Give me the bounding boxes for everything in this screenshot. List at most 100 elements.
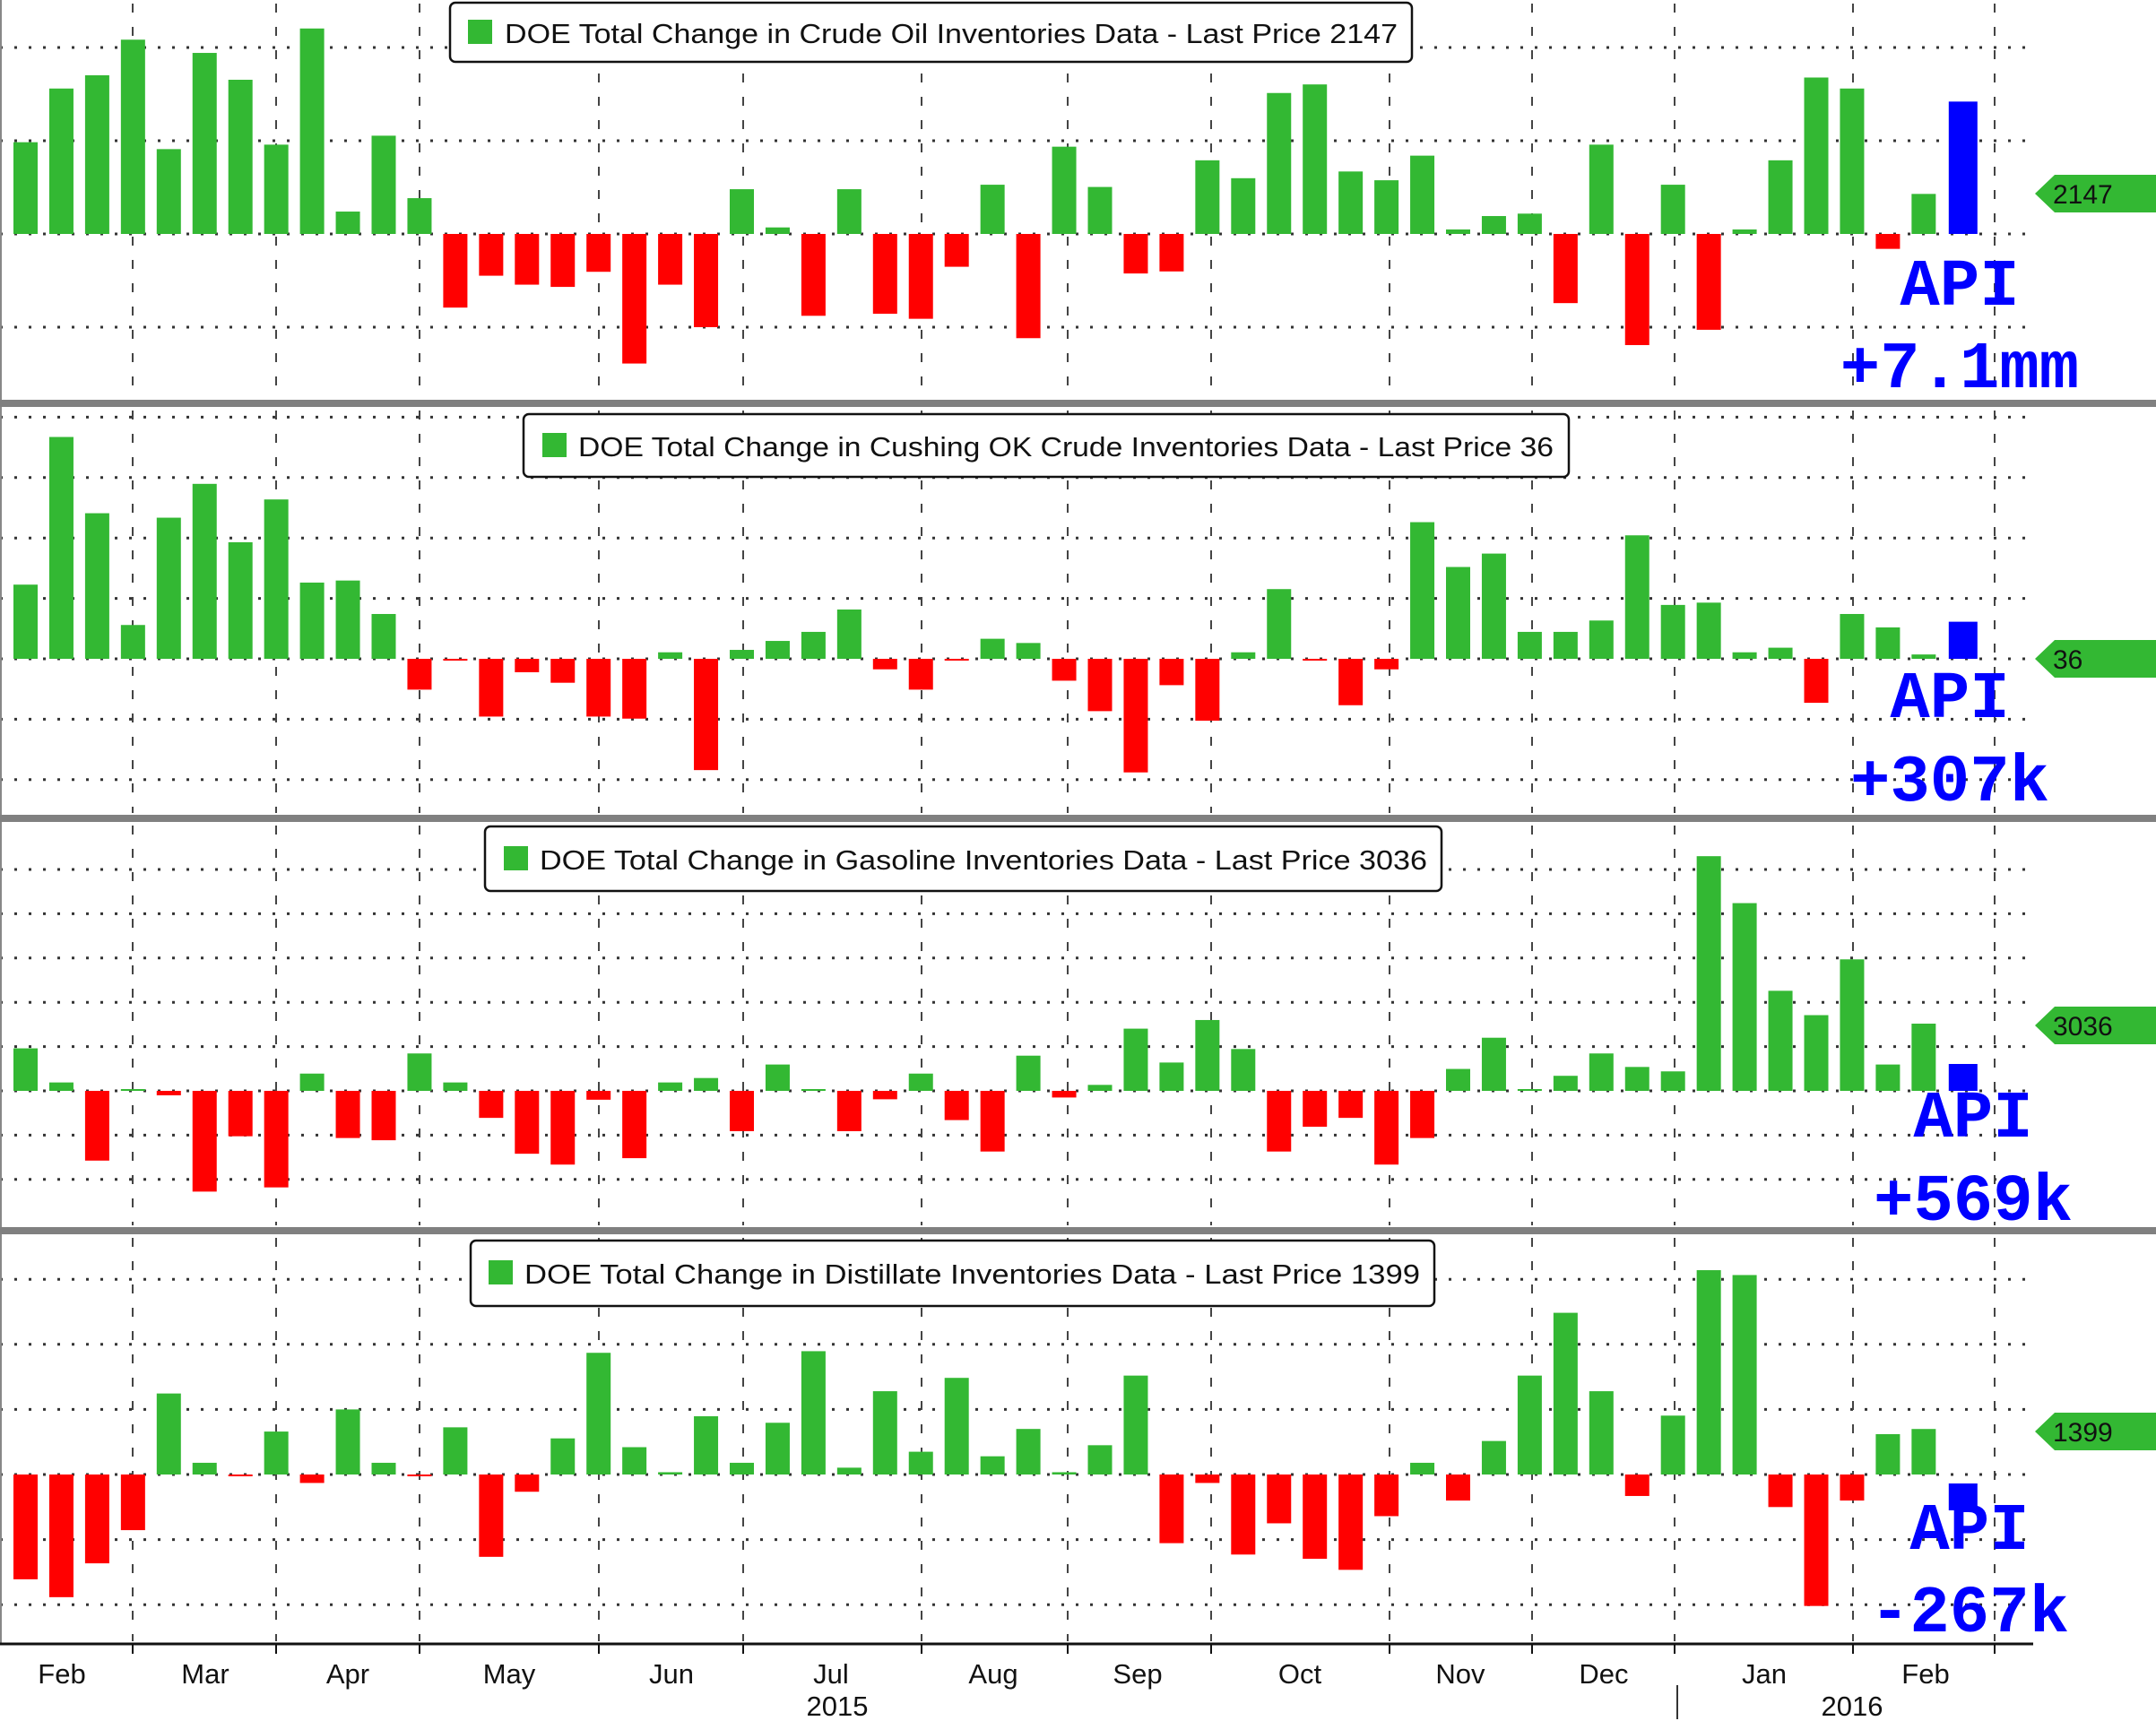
last-price-tag-cushing: 36	[2035, 640, 2156, 678]
api-label: API	[1890, 662, 2009, 738]
bar-distillate-13	[443, 1427, 468, 1475]
x-tick-label-nov: Nov	[1435, 1658, 1485, 1690]
bar-distillate-14	[479, 1475, 504, 1557]
legend-gasoline: DOE Total Change in Gasoline Inventories…	[483, 825, 1443, 893]
bar-crude-21	[730, 189, 754, 234]
bar-gasoline-25	[872, 1091, 897, 1100]
panel-separator	[0, 815, 2156, 822]
bar-cushing-7	[228, 541, 253, 659]
last-price-value: 3036	[2053, 1012, 2113, 1042]
bar-distillate-38	[1338, 1475, 1364, 1570]
bar-gasoline-51	[1804, 1015, 1829, 1091]
bar-gasoline-13	[443, 1082, 468, 1091]
x-tick-label-feb: Feb	[38, 1658, 85, 1690]
bar-gasoline-46	[1624, 1067, 1649, 1091]
bar-distillate-30	[1052, 1472, 1077, 1475]
bar-cushing-6	[192, 483, 217, 659]
api-annotation-distillate: API -267k	[1870, 1494, 2069, 1652]
last-price-tag-distillate: 1399	[2035, 1413, 2156, 1450]
bar-crude-20	[694, 234, 719, 327]
bar-distillate-3	[84, 1475, 109, 1564]
bar-cushing-12	[407, 659, 432, 690]
bar-cushing-9	[299, 582, 325, 659]
bar-gasoline-19	[658, 1082, 683, 1091]
bar-distillate-6	[192, 1462, 217, 1475]
bar-crude-52	[1840, 88, 1865, 234]
bar-crude-31	[1087, 186, 1113, 234]
bar-distillate-31	[1087, 1445, 1113, 1475]
bar-cushing-13	[443, 659, 468, 661]
bar-crude-16	[550, 234, 576, 288]
bar-cushing-29	[1016, 643, 1041, 659]
bar-crude-3	[84, 74, 109, 234]
bar-cushing-1	[13, 584, 38, 659]
bar-crude-19	[658, 234, 683, 285]
bar-gasoline-3	[84, 1091, 109, 1161]
bar-crude-41	[1446, 229, 1470, 234]
bar-crude-4	[120, 39, 145, 234]
api-label: API	[1913, 1082, 2032, 1157]
bar-distillate-18	[622, 1447, 647, 1475]
bar-crude-40	[1410, 155, 1435, 234]
bar-cushing-26	[908, 659, 933, 690]
bar-crude-6	[192, 53, 217, 235]
bar-distillate-23	[801, 1351, 826, 1475]
bar-distillate-26	[908, 1451, 933, 1475]
bar-crude-11	[371, 135, 396, 234]
bar-cushing-42	[1481, 553, 1506, 659]
bar-cushing-33	[1159, 659, 1184, 686]
api-bar-gasoline	[1948, 1064, 1978, 1091]
bar-gasoline-40	[1410, 1091, 1435, 1138]
bar-distillate-36	[1267, 1475, 1292, 1524]
bar-gasoline-6	[192, 1091, 217, 1192]
bar-cushing-40	[1410, 522, 1435, 659]
bar-gasoline-38	[1338, 1091, 1364, 1119]
bar-distillate-46	[1624, 1475, 1649, 1496]
x-tick-label-jun: Jun	[649, 1658, 694, 1690]
bar-crude-12	[407, 198, 432, 234]
bar-distillate-11	[371, 1462, 396, 1475]
bar-distillate-5	[156, 1393, 181, 1475]
bar-gasoline-50	[1768, 990, 1793, 1091]
api-label: API	[1909, 1494, 2029, 1570]
bar-crude-28	[980, 185, 1005, 234]
bar-cushing-17	[586, 659, 611, 717]
bar-distillate-24	[836, 1467, 862, 1475]
api-annotation-crude: API +7.1mm	[1840, 250, 2079, 408]
bar-cushing-37	[1303, 659, 1328, 661]
bar-gasoline-17	[586, 1091, 611, 1100]
bar-cushing-18	[622, 659, 647, 719]
bar-cushing-51	[1804, 659, 1829, 704]
bar-cushing-28	[980, 638, 1005, 659]
bar-gasoline-35	[1231, 1049, 1256, 1091]
x-year-label-2016: 2016	[1822, 1691, 1883, 1721]
legend-swatch	[504, 846, 528, 870]
bar-cushing-31	[1087, 659, 1113, 712]
bar-cushing-5	[156, 517, 181, 659]
bar-distillate-17	[586, 1353, 611, 1475]
bar-distillate-49	[1732, 1275, 1757, 1475]
bar-gasoline-43	[1517, 1089, 1542, 1091]
bar-gasoline-47	[1660, 1071, 1685, 1091]
bar-gasoline-44	[1553, 1076, 1578, 1091]
bar-gasoline-18	[622, 1091, 647, 1159]
bar-crude-50	[1768, 160, 1793, 234]
bar-distillate-51	[1804, 1475, 1829, 1606]
bar-crude-2	[48, 88, 74, 234]
bar-gasoline-12	[407, 1053, 432, 1091]
bar-distillate-21	[730, 1462, 754, 1475]
bar-cushing-41	[1446, 566, 1470, 659]
bar-crude-48	[1696, 234, 1721, 330]
bar-gasoline-5	[156, 1091, 181, 1095]
bar-crude-34	[1195, 160, 1220, 234]
x-tick-label-feb: Feb	[1901, 1658, 1949, 1690]
bar-crude-33	[1159, 234, 1184, 272]
bar-distillate-39	[1374, 1475, 1399, 1517]
bar-cushing-36	[1267, 589, 1292, 659]
bar-distillate-40	[1410, 1462, 1435, 1475]
bar-distillate-50	[1768, 1475, 1793, 1508]
bar-distillate-54	[1911, 1429, 1936, 1475]
bar-crude-9	[299, 28, 325, 235]
bar-gasoline-27	[944, 1091, 969, 1120]
